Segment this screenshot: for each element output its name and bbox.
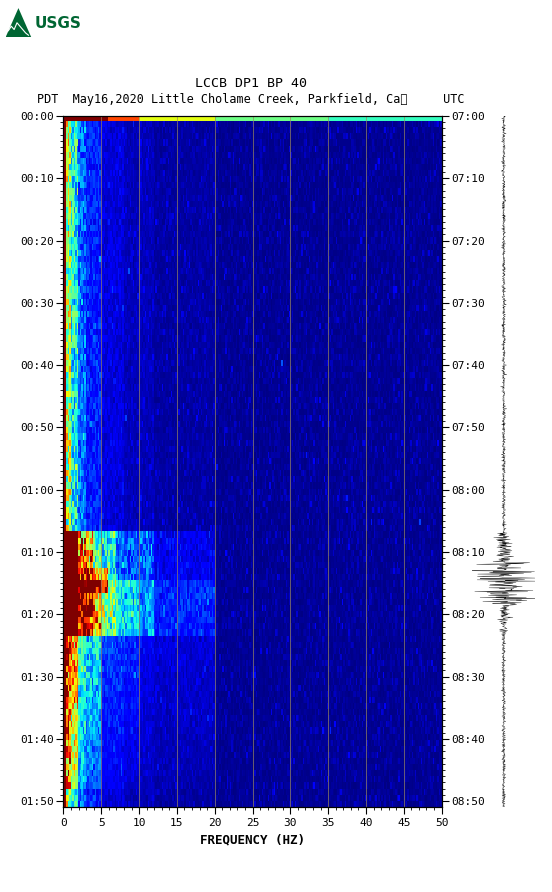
Text: PDT  May16,2020 Little Cholame Creek, Parkfield, Ca⧵     UTC: PDT May16,2020 Little Cholame Creek, Par… [38, 94, 465, 106]
Polygon shape [6, 8, 31, 37]
X-axis label: FREQUENCY (HZ): FREQUENCY (HZ) [200, 834, 305, 847]
Text: USGS: USGS [34, 16, 81, 31]
Text: LCCB DP1 BP 40: LCCB DP1 BP 40 [195, 78, 307, 90]
